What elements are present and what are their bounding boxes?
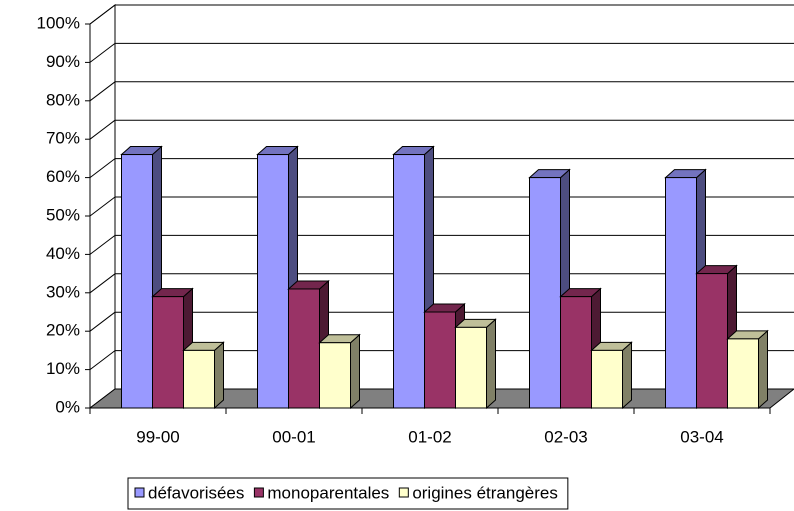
y-tick-label: 0% [55, 397, 80, 416]
bar-front [121, 154, 153, 409]
bar-side [214, 341, 224, 410]
grid-line-side [89, 350, 116, 370]
bar-side [622, 341, 632, 410]
bar [318, 333, 361, 410]
bar-front [665, 177, 697, 409]
grid-line-side [89, 158, 116, 178]
legend-box [127, 477, 569, 510]
x-tick-label: 00-01 [272, 427, 315, 446]
grid-line-side [89, 196, 116, 217]
legend-swatch [253, 487, 264, 498]
legend-swatch [398, 487, 409, 498]
y-tick-label: 60% [46, 167, 80, 186]
x-tick-label: 99-00 [136, 427, 179, 446]
x-tick-label: 02-03 [544, 427, 587, 446]
bar-front [529, 177, 561, 409]
bar-front [152, 296, 184, 409]
bar-front [257, 154, 289, 409]
grid-line-side [89, 4, 116, 25]
grid-line-side [89, 311, 116, 332]
y-tick-label: 50% [46, 205, 80, 224]
bar-front [393, 154, 425, 409]
bar-front [560, 296, 592, 409]
bar [528, 168, 571, 410]
bar-side [758, 329, 768, 410]
legend-label: origines étrangères [412, 483, 558, 502]
legend-swatch [134, 487, 145, 498]
grid-line-side [89, 235, 116, 255]
bar-side [350, 333, 360, 410]
bar-front [424, 311, 456, 409]
y-tick-label: 40% [46, 244, 80, 263]
legend-label: défavorisées [148, 483, 244, 502]
grid-line-side [89, 43, 116, 63]
bar-front [319, 342, 351, 409]
bar [726, 329, 769, 410]
bar-front [455, 326, 487, 409]
grid-line-side [89, 81, 116, 102]
y-tick-label: 90% [46, 52, 80, 71]
bar-side [486, 318, 496, 410]
legend-label: monoparentales [267, 483, 389, 502]
bar-front [727, 338, 759, 409]
bar-front [696, 273, 728, 409]
y-tick-label: 10% [46, 359, 80, 378]
y-tick-label: 80% [46, 90, 80, 109]
bar-front [288, 288, 320, 409]
grid-line-side [89, 273, 116, 294]
bar-front [591, 349, 623, 409]
bar [392, 145, 435, 410]
x-tick-label: 01-02 [408, 427, 451, 446]
y-tick-label: 70% [46, 129, 80, 148]
y-tick-label: 20% [46, 321, 80, 340]
bar [454, 318, 497, 410]
y-tick-label: 30% [46, 282, 80, 301]
grid-line-side [89, 119, 116, 140]
bar [256, 145, 299, 410]
y-tick-label: 100% [37, 13, 80, 32]
bar-front [183, 349, 215, 409]
bar [182, 341, 225, 410]
x-tick-label: 03-04 [680, 427, 723, 446]
bar [590, 341, 633, 410]
